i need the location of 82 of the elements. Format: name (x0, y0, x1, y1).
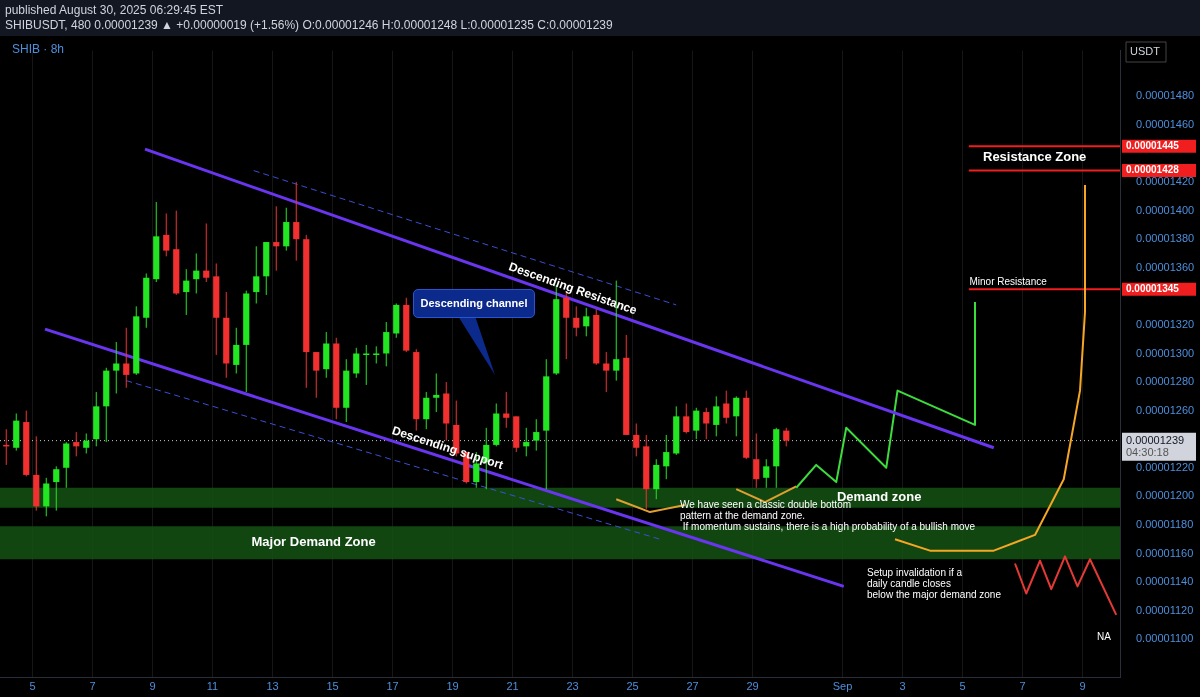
candlestick (113, 341, 120, 394)
x-tick-label: 5 (29, 680, 36, 693)
candlestick (603, 351, 610, 393)
y-tick-label: 0.00001460 (1136, 117, 1195, 130)
chart-subtitle: SHIBUSDT, 480 0.00001239 ▲ +0.00000019 (+1.56%) O:0.00001246 H:0.00001248 L:0.00001235 C:0.00001239 (5, 18, 613, 32)
candlestick (183, 268, 190, 316)
candlestick (433, 372, 440, 413)
y-tick-label: 0.00001320 (1136, 317, 1195, 330)
ref-line-label: 0.00001445 (1126, 140, 1180, 152)
x-tick-label: 11 (206, 680, 219, 693)
y-tick-label: 0.00001220 (1136, 460, 1195, 473)
candlestick (663, 434, 670, 480)
x-tick-label: 17 (386, 680, 399, 693)
y-tick-label: 0.00001300 (1136, 346, 1195, 359)
y-tick-label: 0.00001160 (1136, 546, 1194, 559)
x-tick-label: 21 (506, 680, 519, 693)
ref-line-label: 0.00001428 (1126, 164, 1180, 176)
candlestick (253, 245, 260, 304)
annotation: NA (1097, 630, 1112, 642)
candlestick (53, 465, 60, 512)
candlestick (633, 422, 640, 457)
x-tick-label: 15 (326, 680, 339, 693)
x-tick-label: 3 (899, 680, 906, 693)
x-tick-label: 7 (89, 680, 96, 693)
candlestick (363, 344, 370, 386)
y-tick-label: 0.00001380 (1136, 232, 1195, 245)
y-tick-label: 0.00001260 (1136, 403, 1195, 416)
candlestick (383, 321, 390, 367)
y-tick-label: 0.00001200 (1136, 489, 1195, 502)
ref-line-label: 0.00001239 (1126, 433, 1185, 446)
candlestick (503, 391, 510, 429)
text: published August 30, 2025 06:29:45 EST (5, 3, 224, 17)
ref-line-label: 0.00001345 (1126, 282, 1180, 294)
candlestick (43, 477, 50, 517)
x-tick-label: Sep (832, 680, 853, 693)
annotation: Resistance Zone (983, 149, 1087, 165)
y-tick-label: 0.00001420 (1136, 175, 1195, 188)
text: 04:30:18 (1126, 445, 1169, 458)
candlestick (353, 347, 360, 379)
annotation: Setup invalidation if a daily candle closes below the major demand zone (867, 566, 1002, 600)
y-tick-label: 0.00001100 (1136, 632, 1194, 645)
x-tick-label: 19 (446, 680, 459, 693)
y-tick-label: 0.00001180 (1136, 517, 1194, 530)
candlestick (203, 222, 210, 283)
x-tick-label: 9 (1079, 680, 1086, 693)
candlestick (783, 427, 790, 447)
y-tick-label: 0.00001140 (1136, 575, 1194, 588)
x-tick-label: 5 (959, 680, 966, 693)
candlestick (163, 212, 170, 257)
candlestick (713, 395, 720, 437)
y-tick-label: 0.00001400 (1136, 203, 1195, 216)
candlestick (533, 418, 540, 452)
candlestick (683, 402, 690, 434)
x-tick-label: 13 (266, 680, 279, 693)
x-tick-label: 9 (149, 680, 156, 693)
candlestick (753, 432, 760, 489)
y-tick-label: 0.00001280 (1136, 375, 1195, 388)
y-tick-label: 0.00001120 (1136, 603, 1194, 616)
x-tick-label: 23 (566, 680, 579, 693)
candlestick (703, 407, 710, 440)
speech-bubble: Descending channel (413, 289, 535, 376)
candlestick (693, 407, 700, 440)
candlestick (123, 327, 130, 389)
x-tick-label: 7 (1019, 680, 1026, 693)
candlestick (293, 181, 300, 262)
annotation: Descending channel (413, 289, 535, 318)
x-tick-label: 27 (686, 680, 699, 693)
candlestick (193, 252, 200, 294)
x-tick-label: 25 (626, 680, 639, 693)
candlestick (733, 395, 740, 437)
candlestick (763, 458, 770, 489)
candlestick (83, 432, 90, 454)
y-tick-label: 0.00001360 (1136, 260, 1195, 273)
candlestick (233, 327, 240, 374)
annotation: Minor Resistance (969, 275, 1048, 287)
candlestick (723, 390, 730, 424)
y-axis-title: USDT (1130, 45, 1161, 58)
x-tick-label: 29 (746, 680, 759, 693)
y-tick-label: 0.00001480 (1136, 89, 1195, 102)
candlestick (313, 351, 320, 399)
chart-title: SHIB · 8h (12, 42, 65, 56)
band-label: Major Demand Zone (251, 534, 376, 550)
